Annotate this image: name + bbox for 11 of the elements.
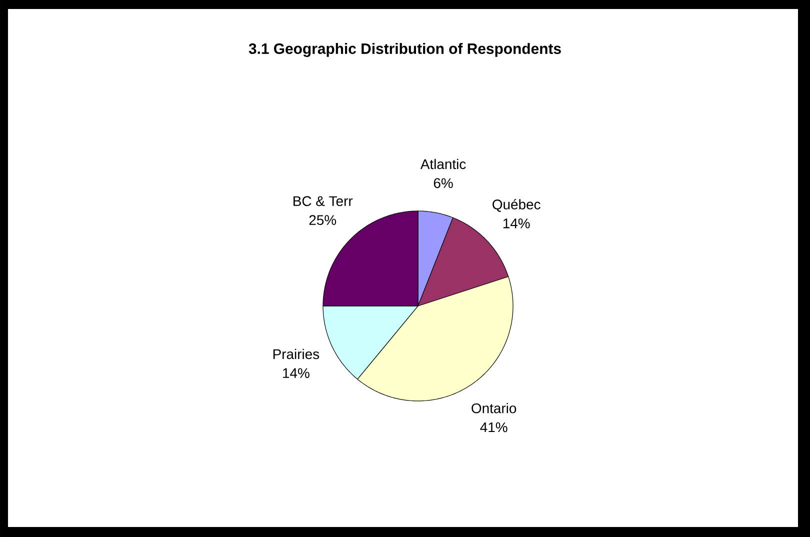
data-label: 6%: [434, 178, 453, 188]
slice-label: BC & Terr: [294, 196, 353, 206]
data-label: 14%: [503, 218, 530, 228]
data-label: 14%: [283, 368, 310, 378]
data-label: 25%: [309, 215, 336, 225]
slice-label: Québec: [492, 198, 540, 212]
chart-title: 3.1 Geographic Distribution of Respondents: [248, 42, 561, 57]
slice-label: Prairies: [273, 348, 320, 360]
slice-label: Ontario: [472, 403, 516, 414]
data-label: 41%: [480, 422, 508, 432]
slice-label: Atlantic: [420, 158, 466, 170]
